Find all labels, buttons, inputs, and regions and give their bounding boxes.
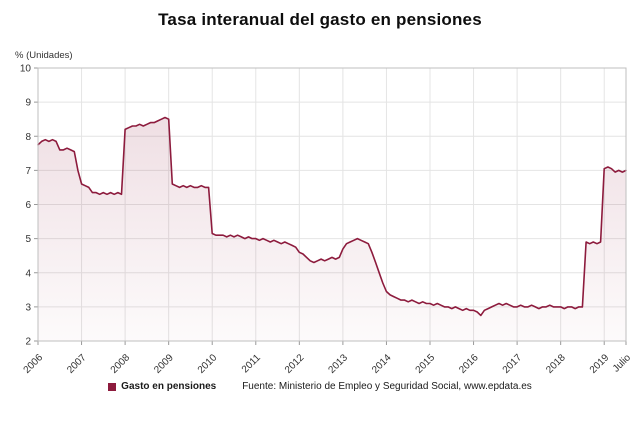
page-title: Tasa interanual del gasto en pensiones bbox=[158, 10, 482, 29]
svg-text:Julio: Julio bbox=[611, 352, 634, 375]
svg-text:6: 6 bbox=[25, 200, 31, 211]
svg-text:2014: 2014 bbox=[370, 352, 394, 376]
svg-text:9: 9 bbox=[25, 98, 31, 109]
svg-text:2009: 2009 bbox=[152, 352, 176, 376]
svg-text:4: 4 bbox=[25, 268, 31, 279]
svg-text:2018: 2018 bbox=[544, 352, 568, 376]
svg-text:2011: 2011 bbox=[240, 352, 263, 375]
svg-text:2019: 2019 bbox=[588, 352, 612, 376]
svg-text:5: 5 bbox=[25, 234, 31, 245]
svg-text:2008: 2008 bbox=[109, 352, 133, 376]
svg-text:2007: 2007 bbox=[65, 352, 89, 376]
svg-text:2006: 2006 bbox=[22, 352, 46, 376]
legend-label: Gasto en pensiones bbox=[121, 381, 217, 392]
source-attribution: Fuente: Ministerio de Empleo y Seguridad… bbox=[242, 381, 532, 392]
svg-text:2016: 2016 bbox=[457, 352, 481, 376]
legend: Gasto en pensiones Fuente: Ministerio de… bbox=[0, 381, 640, 392]
y-axis-unit-label: % (Unidades) bbox=[15, 50, 73, 61]
svg-text:2013: 2013 bbox=[326, 352, 350, 376]
svg-text:3: 3 bbox=[25, 302, 31, 313]
svg-text:2: 2 bbox=[25, 337, 31, 348]
legend-swatch-icon bbox=[108, 382, 117, 391]
svg-text:2012: 2012 bbox=[283, 352, 307, 376]
svg-text:8: 8 bbox=[25, 132, 31, 143]
svg-text:2017: 2017 bbox=[501, 352, 525, 376]
svg-text:2010: 2010 bbox=[196, 352, 220, 376]
svg-text:10: 10 bbox=[20, 64, 32, 75]
svg-text:7: 7 bbox=[25, 166, 31, 177]
svg-text:2015: 2015 bbox=[414, 352, 438, 376]
